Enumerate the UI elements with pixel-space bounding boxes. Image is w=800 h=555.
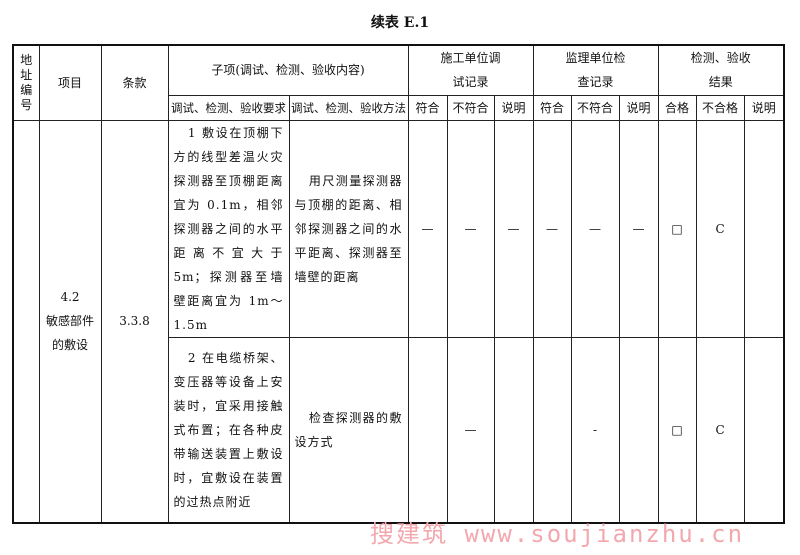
inspection-table: 地址编号 项目 条款 子项(调试、检测、验收内容) 施工单位调试记录 监理单位检… xyxy=(12,44,786,524)
address-no-cell xyxy=(12,119,40,524)
header-r-note: 说明 xyxy=(743,94,785,121)
s-note-cell xyxy=(618,336,659,524)
header-supervision: 监理单位检查记录 xyxy=(532,44,659,96)
table-title: 续表 E.1 xyxy=(370,15,430,31)
header-row: 地址编号 项目 条款 子项(调试、检测、验收内容) 施工单位调试记录 监理单位检… xyxy=(12,44,785,121)
header-result: 检测、验收结果 xyxy=(657,44,785,96)
result-note-cell xyxy=(743,336,785,524)
clause-cell: 3.3.8 xyxy=(100,119,169,524)
header-c-note: 说明 xyxy=(493,94,534,121)
header-s-nonconform: 不符合 xyxy=(570,94,620,121)
c-nonconform-cell: — xyxy=(446,119,495,338)
c-conform-cell: — xyxy=(407,119,448,338)
header-fail: 不合格 xyxy=(695,94,745,121)
s-note-cell: — xyxy=(618,119,659,338)
watermark: 搜建筑 www.soujianzhu.cn xyxy=(370,520,745,548)
c-conform-cell xyxy=(407,336,448,524)
pass-checkbox[interactable]: □ xyxy=(657,119,697,338)
header-s-note: 说明 xyxy=(618,94,659,121)
header-address-no: 地址编号 xyxy=(12,44,40,121)
header-pass: 合格 xyxy=(657,94,697,121)
header-subitem: 子项(调试、检测、验收内容) xyxy=(167,44,409,96)
fail-mark: C xyxy=(695,119,745,338)
header-s-conform: 符合 xyxy=(532,94,572,121)
table-row: 4.2 敏感部件的敷设 3.3.8 1 敷设在顶棚下方的线型差温火灾探测器至顶棚… xyxy=(12,119,785,524)
table-row: 2 在电缆桥架、变压器等设备上安装时，宜采用接触式布置；在各种皮带输送装置上敷设… xyxy=(13,336,785,524)
item-name: 敏感部件的敷设 xyxy=(45,314,94,353)
header-requirement: 调试、检测、验收要求 xyxy=(167,94,290,121)
header-construction: 施工单位调试记录 xyxy=(407,44,534,96)
s-conform-cell xyxy=(532,336,572,524)
result-note-cell xyxy=(743,119,785,338)
fail-mark: C xyxy=(695,336,745,524)
s-nonconform-cell: — xyxy=(570,119,620,338)
requirement-cell: 1 敷设在顶棚下方的线型差温火灾探测器至顶棚距离宜为 0.1m，相邻探测器之间的… xyxy=(167,119,290,338)
item-cell: 4.2 敏感部件的敷设 xyxy=(38,119,102,524)
header-clause: 条款 xyxy=(100,44,169,121)
method-cell: 用尺测量探测器与顶棚的距离、相邻探测器之间的水平距离、探测器至墙壁的距离 xyxy=(288,119,409,338)
item-no: 4.2 xyxy=(60,290,80,305)
subheader-row: 调试、检测、验收要求 调试、检测、验收方法 符合 不符合 说明 符合 不符合 说… xyxy=(13,94,785,121)
s-conform-cell: — xyxy=(532,119,572,338)
header-c-conform: 符合 xyxy=(407,94,448,121)
s-nonconform-cell: - xyxy=(570,336,620,524)
pass-checkbox[interactable]: □ xyxy=(657,336,697,524)
method-cell: 检查探测器的敷设方式 xyxy=(288,336,409,524)
c-note-cell xyxy=(493,336,534,524)
c-nonconform-cell: — xyxy=(446,336,495,524)
header-method: 调试、检测、验收方法 xyxy=(288,94,409,121)
header-c-nonconform: 不符合 xyxy=(446,94,495,121)
c-note-cell: — xyxy=(493,119,534,338)
requirement-cell: 2 在电缆桥架、变压器等设备上安装时，宜采用接触式布置；在各种皮带输送装置上敷设… xyxy=(167,336,290,524)
header-item: 项目 xyxy=(38,44,102,121)
